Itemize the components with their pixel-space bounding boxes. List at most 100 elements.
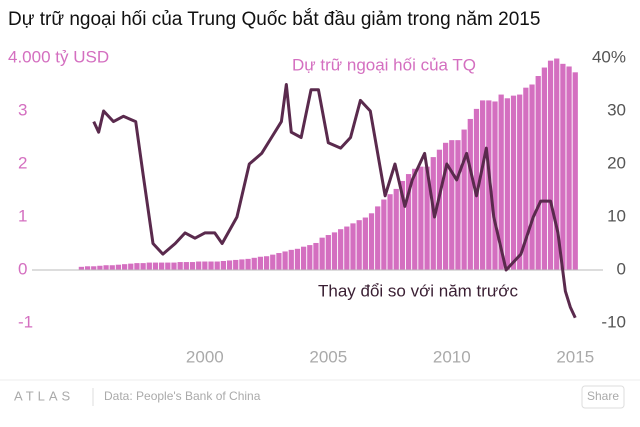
- y2-tick-label: -10: [601, 312, 626, 331]
- y-tick-label: 0: [18, 259, 27, 278]
- bar: [103, 265, 109, 270]
- plot: [32, 58, 603, 319]
- bar: [152, 262, 159, 270]
- y2-tick-label: 10: [607, 206, 626, 225]
- y2-tick-label: 20: [607, 153, 626, 172]
- bar: [362, 217, 368, 270]
- bar: [498, 94, 504, 270]
- bar: [84, 266, 91, 270]
- bar: [399, 180, 406, 270]
- bar: [486, 100, 492, 271]
- bar: [529, 84, 535, 270]
- bar: [189, 262, 196, 270]
- bar: [214, 261, 220, 270]
- bar: [288, 249, 294, 270]
- y-tick-label: 1: [18, 206, 27, 225]
- series-annotation: Thay đổi so với năm trước: [318, 281, 518, 300]
- bar: [442, 142, 449, 270]
- bar: [418, 166, 424, 270]
- bar: [375, 206, 381, 270]
- y2-tick-label: 30: [607, 100, 626, 119]
- bar: [300, 246, 307, 270]
- bar: [480, 100, 486, 271]
- bar: [424, 166, 430, 270]
- bar: [233, 259, 239, 270]
- bar: [165, 262, 171, 270]
- bar: [140, 263, 146, 270]
- bar: [572, 72, 578, 270]
- y-tick-label: 2: [18, 153, 27, 172]
- y-tick-label: -1: [18, 312, 33, 331]
- bar: [257, 256, 264, 270]
- bar: [560, 63, 566, 270]
- bar: [202, 261, 208, 270]
- bar: [449, 140, 455, 270]
- bar: [196, 261, 202, 270]
- bar: [405, 174, 412, 270]
- source-note: Data: People's Bank of China: [104, 389, 261, 403]
- bar: [282, 251, 288, 270]
- bar: [350, 223, 356, 270]
- bar: [492, 101, 498, 271]
- bar: [263, 256, 270, 270]
- x-tick-label: 2000: [186, 347, 224, 366]
- chart-title: Dự trữ ngoại hối của Trung Quốc bắt đầu …: [8, 8, 540, 30]
- bar: [208, 261, 214, 270]
- bar: [356, 220, 362, 270]
- bar: [97, 265, 103, 270]
- bar: [523, 87, 529, 271]
- bar: [146, 262, 152, 270]
- bar: [319, 237, 325, 270]
- bar: [455, 140, 461, 270]
- bar: [91, 266, 97, 270]
- y2-tick-label: 0: [617, 259, 626, 278]
- bar: [393, 188, 399, 270]
- bar: [128, 263, 134, 270]
- line: [92, 83, 577, 319]
- bar: [115, 264, 122, 270]
- bar: [331, 232, 338, 270]
- x-tick-label: 2010: [433, 347, 471, 366]
- bar: [78, 266, 85, 270]
- bar: [325, 235, 331, 270]
- bar: [510, 95, 517, 270]
- bar: [541, 67, 548, 270]
- brand-logo: ATLAS: [14, 388, 74, 403]
- series-annotation: Dự trữ ngoại hối của TQ: [292, 55, 476, 74]
- x-tick-label: 2005: [309, 347, 347, 366]
- bar: [159, 262, 165, 270]
- bar: [226, 260, 233, 270]
- share-button-box[interactable]: [581, 385, 625, 409]
- bar: [239, 259, 245, 270]
- bar: [436, 149, 443, 270]
- bar: [134, 263, 140, 270]
- y-tick-label: 4.000 tỷ USD: [8, 47, 109, 66]
- bar: [517, 94, 523, 270]
- bar: [183, 262, 189, 270]
- bar: [121, 264, 128, 270]
- y2-tick-label: 40%: [592, 47, 626, 66]
- bar: [566, 66, 572, 270]
- bar: [313, 242, 319, 270]
- bar: [554, 58, 560, 270]
- bar: [504, 98, 510, 270]
- bar: [368, 213, 375, 270]
- bar: [171, 262, 177, 270]
- bar: [387, 194, 393, 270]
- bar: [294, 248, 301, 270]
- y-tick-label: 3: [18, 100, 27, 119]
- bar: [109, 265, 115, 270]
- bar: [381, 199, 387, 270]
- share-button-label[interactable]: Share: [587, 389, 619, 403]
- bar: [245, 258, 251, 270]
- bar: [270, 254, 276, 270]
- bar: [461, 129, 467, 270]
- bar: [220, 260, 226, 270]
- bar: [467, 118, 473, 270]
- bar: [276, 253, 282, 270]
- bar: [547, 60, 554, 271]
- bar: [177, 262, 183, 270]
- bar: [344, 226, 350, 270]
- share-button[interactable]: Share: [581, 385, 625, 409]
